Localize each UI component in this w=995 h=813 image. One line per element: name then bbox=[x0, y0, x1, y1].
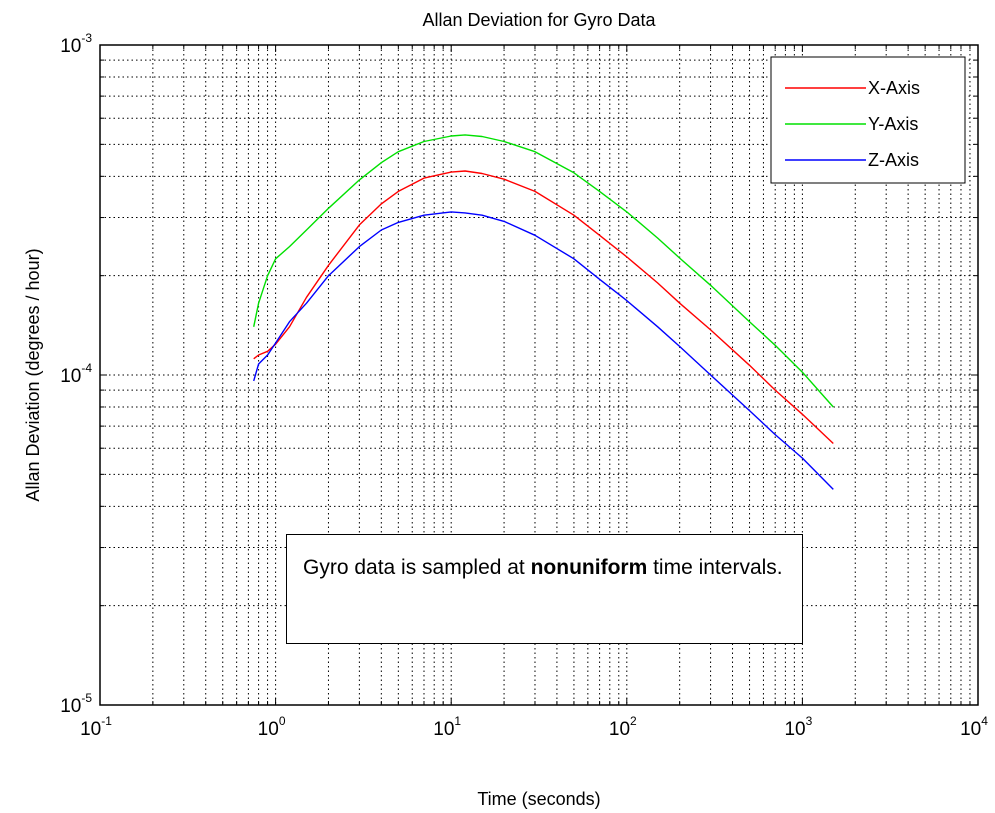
x-tick-label: 101 bbox=[433, 714, 461, 740]
y-tick-labels: 10-5 10-4 10-3 bbox=[60, 31, 92, 717]
legend-box bbox=[770, 56, 966, 184]
x-tick-label: 104 bbox=[960, 714, 988, 740]
y-tick-label: 10-4 bbox=[60, 361, 92, 387]
annotation-text-after: time intervals. bbox=[647, 556, 783, 579]
annotation-text-bold: nonuniform bbox=[530, 556, 648, 579]
series-lines bbox=[253, 134, 834, 490]
series-line-3 bbox=[253, 211, 834, 490]
chart-title: Allan Deviation for Gyro Data bbox=[422, 10, 656, 30]
y-tick-label: 10-5 bbox=[60, 691, 92, 717]
x-tick-label: 103 bbox=[784, 714, 812, 740]
legend-label-1: X-Axis bbox=[868, 78, 920, 98]
x-tick-labels: 10-1 100 101 102 103 104 bbox=[80, 714, 988, 740]
x-tick-label: 100 bbox=[258, 714, 286, 740]
x-axis-label: Time (seconds) bbox=[477, 789, 600, 809]
series-line-1 bbox=[253, 170, 834, 445]
annotation-box: Gyro data is sampled at nonuniform time … bbox=[286, 534, 803, 644]
legend: X-Axis Y-Axis Z-Axis bbox=[770, 56, 966, 184]
annotation-text-before: Gyro data is sampled at bbox=[303, 556, 531, 579]
plot-frame bbox=[99, 44, 979, 706]
legend-label-3: Z-Axis bbox=[868, 150, 919, 170]
x-tick-label: 102 bbox=[609, 714, 637, 740]
x-tick-label: 10-1 bbox=[80, 714, 112, 740]
y-tick-label: 10-3 bbox=[60, 31, 92, 57]
y-axis-label: Allan Deviation (degrees / hour) bbox=[23, 248, 43, 501]
legend-label-2: Y-Axis bbox=[868, 114, 918, 134]
series-line-2 bbox=[253, 134, 834, 408]
